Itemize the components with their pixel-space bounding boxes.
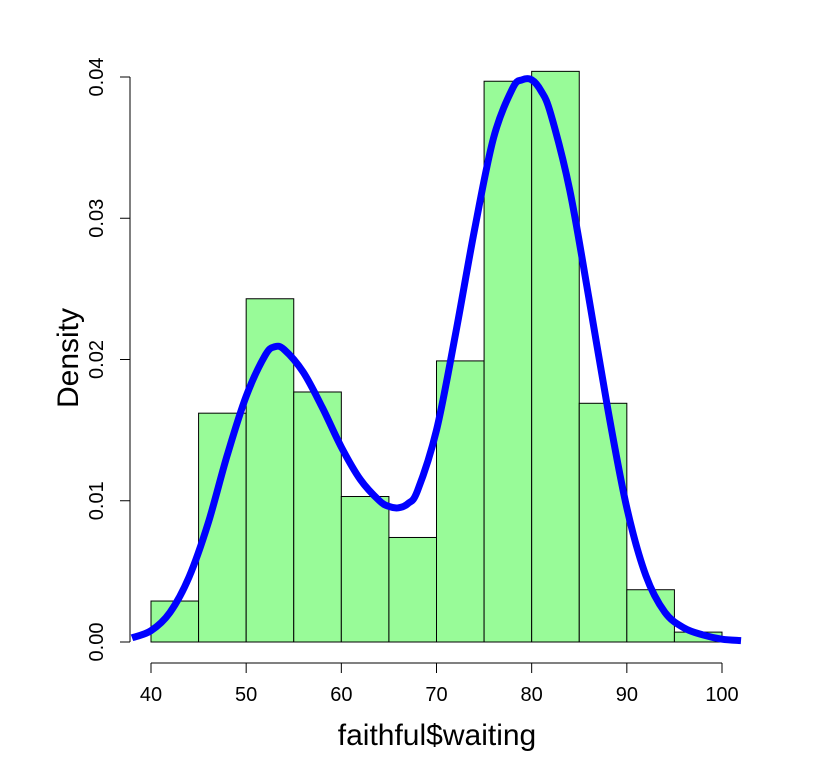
density-curve [130, 75, 742, 645]
histogram-bars [150, 70, 723, 643]
y-axis: 0.00 0.01 0.02 0.03 0.04 [86, 58, 131, 662]
y-tick-label: 0.02 [86, 340, 108, 379]
y-tick-label: 0.00 [86, 623, 108, 662]
x-tick-label: 40 [140, 684, 162, 706]
x-tick-label: 80 [521, 684, 543, 706]
histogram-bar-50-55 [245, 298, 295, 643]
y-tick-label: 0.01 [86, 481, 108, 520]
histogram-bar-75-80 [483, 80, 533, 643]
y-axis-title: Density [52, 308, 85, 408]
histogram-bar-65-70 [388, 536, 437, 643]
x-tick-label: 100 [705, 684, 738, 706]
histogram-bar-85-90 [578, 402, 628, 643]
x-axis-title: faithful$waiting [338, 719, 536, 752]
density-curve-layer [130, 75, 742, 645]
y-tick-label: 0.04 [86, 58, 108, 97]
x-axis: 40 50 60 70 80 90 100 [140, 662, 739, 706]
x-tick-label: 60 [330, 684, 352, 706]
histogram-bar-60-65 [340, 496, 390, 643]
histogram-bar-80-85 [531, 70, 580, 643]
x-tick-label: 50 [235, 684, 257, 706]
y-tick-label: 0.03 [86, 199, 108, 238]
x-tick-label: 90 [616, 684, 638, 706]
x-tick-label: 70 [425, 684, 447, 706]
